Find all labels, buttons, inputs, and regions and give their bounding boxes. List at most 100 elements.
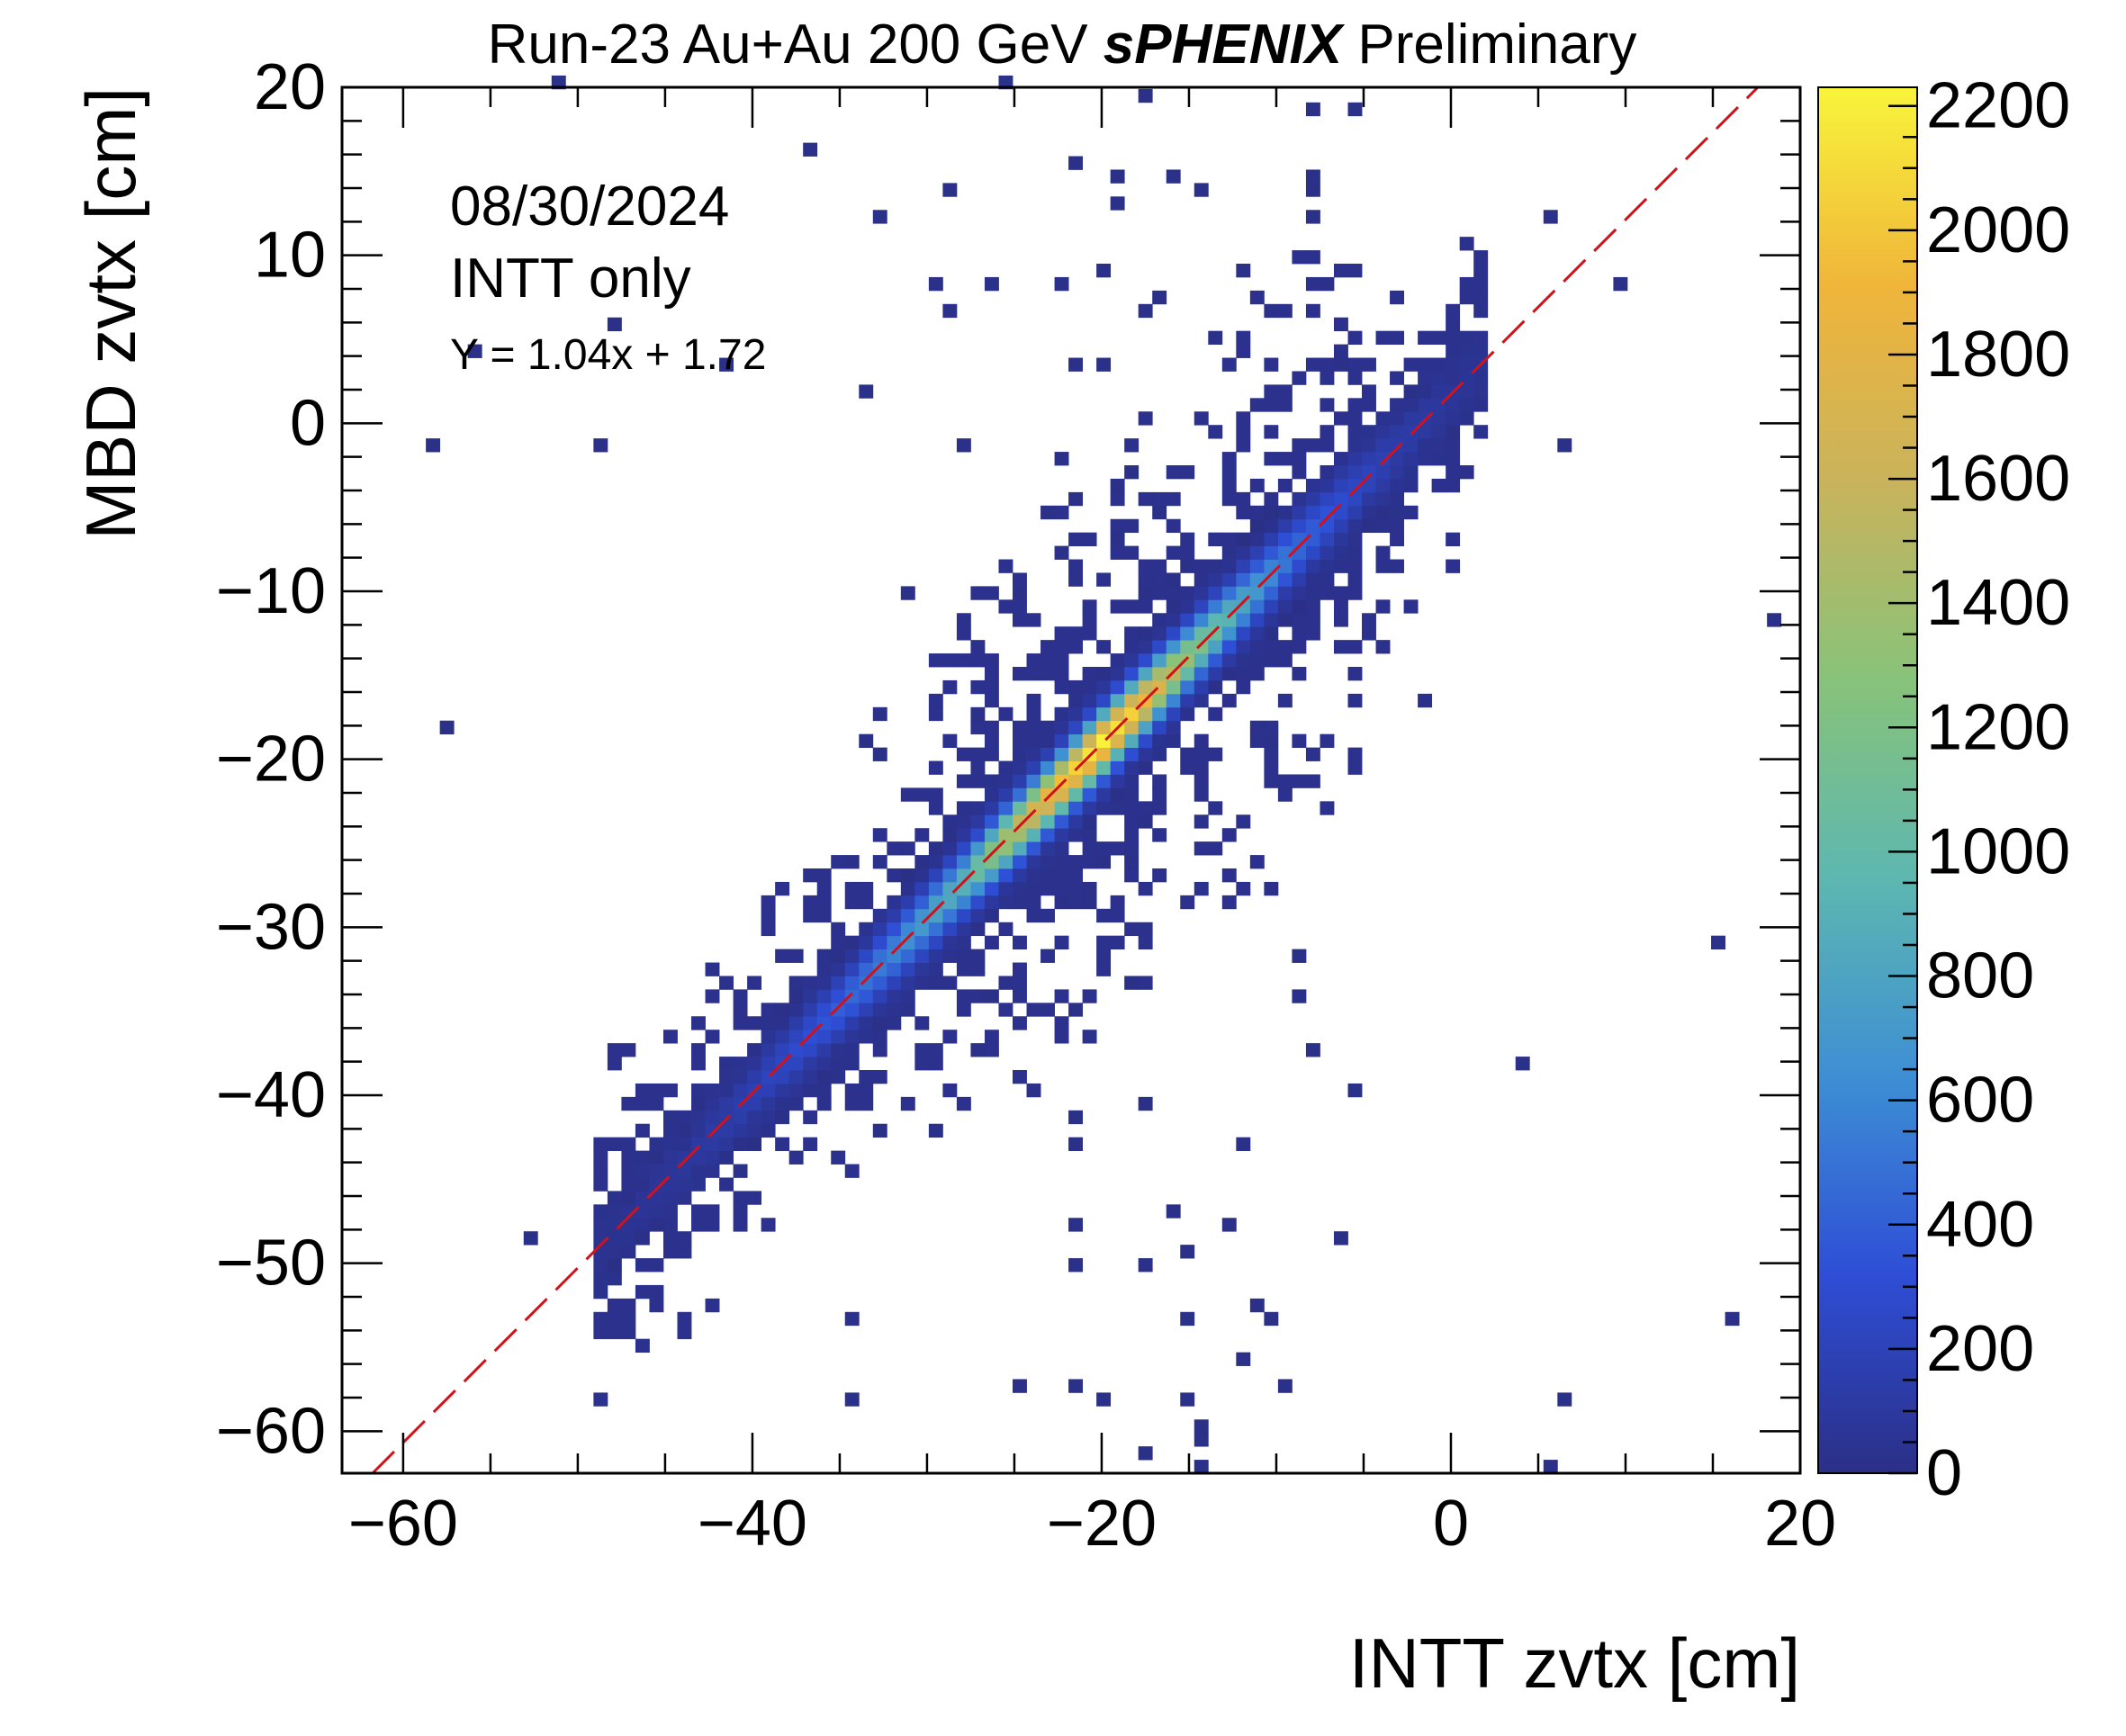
heatmap-cell (1180, 747, 1195, 761)
heatmap-cell (1277, 398, 1293, 412)
heatmap-cell (831, 855, 846, 869)
heatmap-cell (1264, 559, 1279, 573)
heatmap-cell (1390, 518, 1404, 534)
heatmap-cell (649, 1083, 664, 1098)
heatmap-cell (1305, 505, 1320, 520)
heatmap-cell (1138, 720, 1153, 735)
heatmap-cell (956, 653, 971, 668)
heatmap-cell (1221, 895, 1237, 910)
heatmap-cell (662, 1245, 678, 1259)
heatmap-cell (1068, 720, 1084, 735)
heatmap-cell (942, 814, 958, 829)
heatmap-cell (593, 1392, 608, 1407)
heatmap-cell (816, 962, 832, 976)
heatmap-cell (1221, 465, 1237, 480)
heatmap-cell (928, 801, 943, 815)
heatmap-cell (1249, 505, 1265, 520)
heatmap-cell (998, 814, 1013, 829)
heatmap-cell (1040, 733, 1055, 748)
color-bar-tick-label: 800 (1926, 940, 2034, 1012)
heatmap-cell (1221, 559, 1237, 573)
heatmap-cell (1613, 276, 1628, 292)
heatmap-cell (803, 1110, 818, 1125)
heatmap-cell (1333, 491, 1348, 507)
heatmap-cell (1110, 801, 1125, 815)
heatmap-cell (705, 989, 720, 1003)
heatmap-cell (803, 868, 818, 883)
heatmap-cells (426, 75, 1782, 1474)
heatmap-cell (761, 895, 776, 910)
heatmap-cell (691, 1043, 706, 1057)
heatmap-cell (1124, 801, 1140, 815)
heatmap-cell (593, 1258, 608, 1273)
heatmap-cell (984, 733, 999, 748)
heatmap-cell (621, 1177, 636, 1192)
heatmap-cell (998, 599, 1013, 614)
heatmap-cell (1180, 1392, 1195, 1407)
heatmap-cell (1431, 478, 1446, 493)
heatmap-cell (1068, 855, 1084, 869)
heatmap-cell (1264, 881, 1279, 896)
heatmap-cell (1026, 908, 1041, 923)
heatmap-cell (859, 1003, 874, 1017)
heatmap-cell (1124, 693, 1140, 708)
color-bar-ticks (1888, 104, 1917, 1475)
heatmap-cell (1068, 1003, 1084, 1017)
heatmap-cell (1026, 720, 1041, 735)
heatmap-cell (872, 1043, 887, 1057)
heatmap-cell (1320, 532, 1335, 546)
heatmap-cell (942, 828, 958, 842)
heatmap-cell (900, 962, 915, 976)
heatmap-cell (984, 276, 999, 292)
heatmap-cell (831, 976, 846, 990)
heatmap-cell (1277, 545, 1293, 560)
heatmap-cell (1333, 357, 1348, 372)
heatmap-cell (1305, 438, 1320, 453)
heatmap-cell (1208, 841, 1223, 856)
heatmap-cell (1264, 599, 1279, 614)
heatmap-cell (1277, 599, 1293, 614)
heatmap-cell (928, 949, 943, 963)
heatmap-cell (1277, 586, 1293, 600)
heatmap-cell (1026, 814, 1041, 829)
heatmap-cell (1152, 626, 1167, 641)
heatmap-cell (1264, 720, 1279, 735)
heatmap-cell (1446, 478, 1461, 493)
heatmap-cell (1040, 814, 1055, 829)
heatmap-cell (1013, 895, 1027, 910)
heatmap-cell (1236, 881, 1251, 896)
heatmap-cell (607, 1043, 622, 1057)
heatmap-cell (1375, 599, 1391, 614)
heatmap-cell (662, 1191, 678, 1205)
heatmap-cell (677, 1311, 692, 1327)
heatmap-cell (621, 1137, 636, 1151)
heatmap-cell (1221, 868, 1237, 883)
heatmap-cell (844, 949, 860, 963)
heatmap-cell (1375, 411, 1391, 426)
heatmap-cell (1110, 908, 1125, 923)
heatmap-cell (1459, 411, 1474, 426)
heatmap-cell (1013, 774, 1027, 788)
heatmap-cell (803, 989, 818, 1003)
heatmap-cell (1068, 532, 1084, 546)
heatmap-cell (1124, 518, 1140, 534)
heatmap-cell (928, 1057, 943, 1071)
heatmap-cell (1138, 667, 1153, 681)
heatmap-cell (1277, 452, 1293, 466)
heatmap-cell (621, 1298, 636, 1313)
heatmap-cell (1166, 599, 1181, 614)
heatmap-cell (1557, 438, 1572, 453)
heatmap-cell (677, 1177, 692, 1192)
heatmap-cell (733, 1123, 748, 1138)
heatmap-cell (607, 1245, 622, 1259)
heatmap-cell (1292, 371, 1307, 385)
heatmap-cell (942, 733, 958, 748)
heatmap-cell (970, 895, 986, 910)
heatmap-cell (970, 653, 986, 668)
heatmap-cell (1026, 801, 1041, 815)
heatmap-cell (1347, 465, 1363, 480)
heatmap-cell (1180, 532, 1195, 546)
heatmap-cell (775, 1016, 790, 1030)
heatmap-cell (719, 1123, 734, 1138)
heatmap-cell (1264, 774, 1279, 788)
